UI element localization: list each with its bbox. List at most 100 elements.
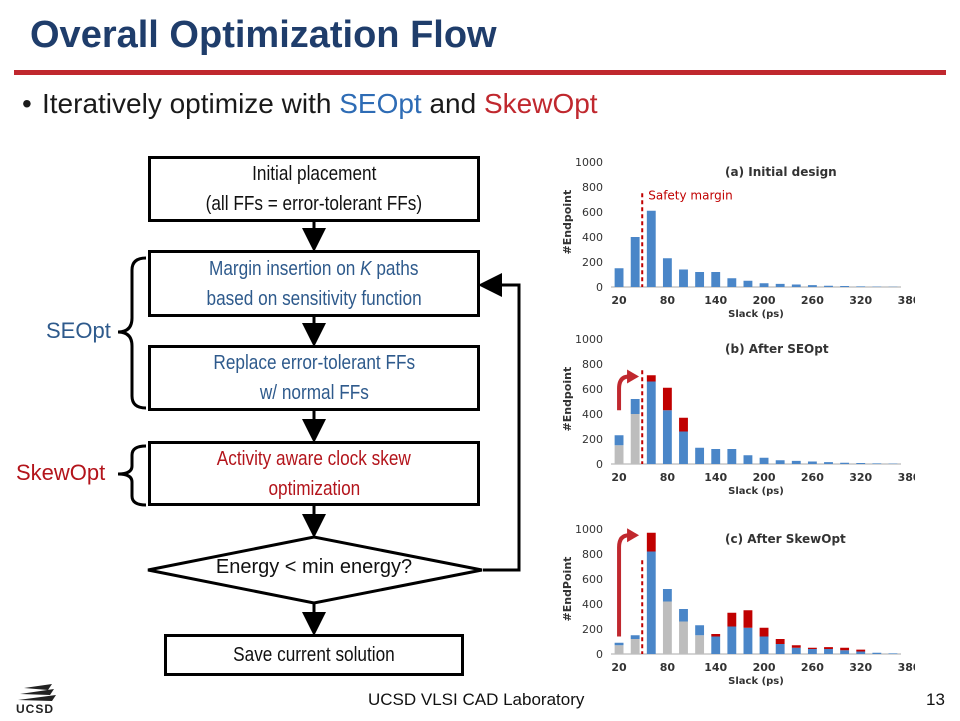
save-solution-box: Save current solution [164, 634, 464, 676]
y-tick-label: 1000 [575, 156, 603, 169]
x-tick-label: 140 [704, 294, 727, 307]
bar-2-2-13 [824, 647, 833, 649]
skewopt-brace [118, 446, 146, 505]
x-tick-label: 380 [898, 294, 915, 307]
initial-placement-line1: Initial placement [252, 159, 376, 189]
bar-2-1-9 [760, 637, 769, 655]
bar-2-1-0 [615, 643, 624, 646]
bar-0-0-15 [856, 286, 865, 287]
bar-2-0-5 [695, 635, 704, 654]
bar-2-1-17 [889, 653, 898, 654]
bar-2-2-15 [856, 650, 865, 652]
bar-0-0-12 [808, 285, 817, 287]
histogram-initial-design: (a) Initial design#Endpoint0200400600800… [555, 148, 915, 323]
bar-1-1-16 [872, 463, 881, 464]
y-tick-label: 0 [596, 281, 603, 294]
y-tick-label: 600 [582, 573, 603, 586]
replace-ffs-box: Replace error-tolerant FFs w/ normal FFs [148, 345, 480, 411]
x-tick-label: 140 [704, 471, 727, 484]
x-tick-label: 320 [849, 661, 872, 674]
bar-0-0-13 [824, 286, 833, 287]
bar-2-1-7 [727, 627, 736, 655]
x-tick-label: 320 [849, 471, 872, 484]
chart-title: (c) After SkewOpt [725, 532, 846, 546]
bar-0-0-8 [744, 281, 753, 287]
replace-ffs-line1: Replace error-tolerant FFs [213, 348, 415, 378]
bar-2-1-10 [776, 644, 785, 654]
bar-2-0-4 [679, 622, 688, 655]
bar-2-1-11 [792, 648, 801, 654]
bar-0-0-6 [711, 272, 720, 287]
replace-ffs-line2: w/ normal FFs [260, 378, 369, 408]
margin-insertion-line1: Margin insertion on K paths [209, 254, 418, 284]
chart-xlabel: Slack (ps) [728, 676, 784, 687]
y-tick-label: 400 [582, 598, 603, 611]
x-tick-label: 20 [611, 471, 627, 484]
y-tick-label: 1000 [575, 523, 603, 536]
bar-1-1-4 [679, 432, 688, 465]
initial-placement-box: Initial placement (all FFs = error-toler… [148, 156, 480, 222]
skewopt-label: SkewOpt [16, 460, 105, 486]
histogram-after-skewopt: (c) After SkewOpt#EndPoint02004006008001… [555, 515, 915, 690]
chart-ylabel: #Endpoint [561, 367, 574, 432]
bar-1-1-3 [663, 410, 672, 464]
bar-1-1-15 [856, 463, 865, 464]
chart-xlabel: Slack (ps) [728, 486, 784, 497]
y-tick-label: 600 [582, 383, 603, 396]
initial-placement-line2: (all FFs = error-tolerant FFs) [206, 189, 422, 219]
x-tick-label: 200 [753, 661, 776, 674]
safety-margin-annotation: Safety margin [648, 189, 733, 203]
x-tick-label: 260 [801, 471, 824, 484]
chart-ylabel: #EndPoint [561, 557, 574, 622]
margin-insertion-box: Margin insertion on K paths based on sen… [148, 250, 480, 317]
bar-2-1-8 [744, 628, 753, 654]
bar-2-2-14 [840, 648, 849, 651]
bar-0-0-5 [695, 272, 704, 287]
y-tick-label: 0 [596, 458, 603, 471]
seopt-label: SEOpt [46, 318, 111, 344]
y-tick-label: 0 [596, 648, 603, 661]
bar-2-0-3 [663, 602, 672, 655]
y-tick-label: 800 [582, 181, 603, 194]
bar-1-1-0 [615, 435, 624, 445]
bar-1-2-3 [663, 388, 672, 411]
y-tick-label: 400 [582, 231, 603, 244]
ucsd-logo-text: UCSD [16, 702, 54, 716]
x-tick-label: 260 [801, 661, 824, 674]
bar-1-1-7 [727, 449, 736, 464]
bar-2-0-0 [615, 645, 624, 654]
bar-1-1-8 [744, 455, 753, 464]
x-tick-label: 200 [753, 471, 776, 484]
bar-1-1-1 [631, 399, 640, 414]
bar-2-1-2 [647, 552, 656, 655]
y-tick-label: 200 [582, 256, 603, 269]
bar-2-1-15 [856, 652, 865, 655]
x-tick-label: 20 [611, 661, 627, 674]
seopt-brace [118, 258, 146, 408]
bar-1-2-2 [647, 375, 656, 381]
bar-2-1-12 [808, 649, 817, 654]
bar-2-2-8 [744, 610, 753, 628]
x-tick-label: 20 [611, 294, 627, 307]
bar-0-0-4 [679, 270, 688, 288]
bar-2-1-13 [824, 649, 833, 654]
y-tick-label: 1000 [575, 333, 603, 346]
bar-2-1-6 [711, 637, 720, 655]
bar-0-0-7 [727, 278, 736, 287]
ucsd-logo: UCSD [14, 682, 62, 716]
decision-label: Energy < min energy? [168, 556, 460, 579]
clock-skew-line1: Activity aware clock skew [217, 444, 411, 474]
bar-0-0-2 [647, 211, 656, 287]
chart-title: (a) Initial design [725, 165, 837, 179]
bar-1-1-13 [824, 462, 833, 464]
bar-2-2-6 [711, 634, 720, 637]
bar-1-1-9 [760, 458, 769, 464]
bar-2-1-5 [695, 625, 704, 635]
chart-xlabel: Slack (ps) [728, 309, 784, 320]
shift-arrow-head [627, 370, 639, 384]
x-tick-label: 80 [660, 294, 676, 307]
y-tick-label: 600 [582, 206, 603, 219]
bar-2-1-1 [631, 635, 640, 639]
shift-arrow [619, 535, 629, 636]
y-tick-label: 200 [582, 623, 603, 636]
